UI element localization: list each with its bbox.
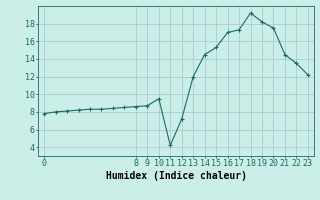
- X-axis label: Humidex (Indice chaleur): Humidex (Indice chaleur): [106, 171, 246, 181]
